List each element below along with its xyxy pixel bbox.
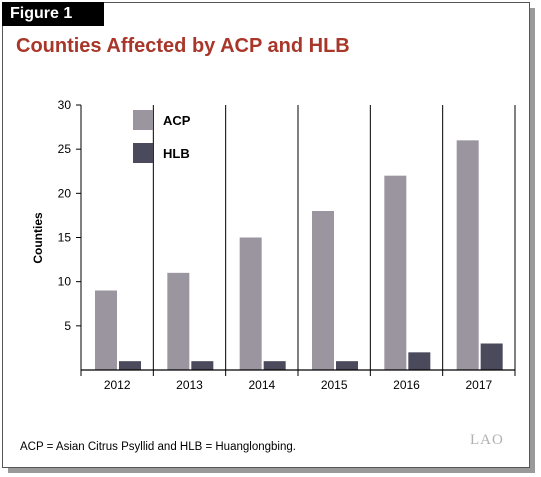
y-tick-label: 30 <box>58 98 72 112</box>
bar-acp <box>384 175 407 370</box>
x-tick-label: 2017 <box>465 378 492 392</box>
gridlines <box>80 105 516 376</box>
figure-title: Counties Affected by ACP and HLB <box>16 35 350 57</box>
y-tick-label: 5 <box>64 319 71 333</box>
bar-acp <box>239 237 262 370</box>
bar-hlb <box>336 361 358 370</box>
bars <box>95 140 503 370</box>
legend-swatch-hlb <box>133 143 153 163</box>
bar-acp <box>95 290 117 370</box>
legend-label-acp: ACP <box>163 113 191 128</box>
y-tick-label: 10 <box>58 275 72 289</box>
bar-acp <box>456 140 479 370</box>
legend: ACP HLB <box>133 110 191 163</box>
x-tick-label: 2013 <box>176 378 203 392</box>
axes: 5 10 15 20 25 30 2012 2013 2014 2015 2016 2017 <box>58 98 515 392</box>
y-tick-label: 20 <box>58 186 72 200</box>
legend-swatch-acp <box>133 110 153 130</box>
lao-logo: LAO <box>470 432 504 448</box>
bar-hlb <box>480 343 503 370</box>
x-tick-label: 2014 <box>248 378 275 392</box>
bar-hlb <box>263 361 286 370</box>
y-axis-label: Counties <box>31 212 45 264</box>
legend-label-hlb: HLB <box>163 146 190 161</box>
bar-hlb <box>119 361 141 370</box>
bar-hlb <box>191 361 214 370</box>
x-tick-label: 2015 <box>321 378 348 392</box>
figure-label: Figure 1 <box>2 2 104 26</box>
figure-frame <box>2 2 530 468</box>
x-tick-label: 2012 <box>104 378 131 392</box>
x-tick-label: 2016 <box>393 378 420 392</box>
bar-acp <box>167 272 190 370</box>
frame-shadow-bottom <box>8 468 535 473</box>
bar-acp <box>312 211 334 370</box>
y-tick-label: 25 <box>58 142 72 156</box>
bar-hlb <box>408 352 431 370</box>
footnote: ACP = Asian Citrus Psyllid and HLB = Hua… <box>20 441 296 453</box>
y-tick-label: 15 <box>58 231 72 245</box>
frame-shadow-right <box>530 8 535 471</box>
